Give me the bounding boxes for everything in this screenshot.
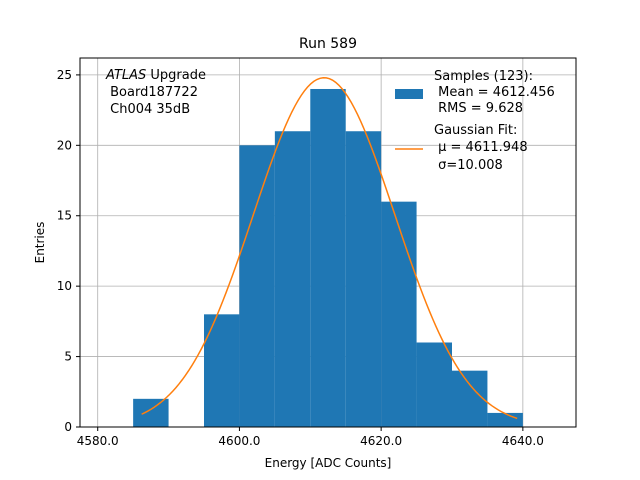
y-axis-label: Entries (33, 222, 47, 264)
x-tick-label: 4640.0 (502, 434, 544, 448)
annotation-line-2: Board187722 (106, 85, 198, 100)
histogram-bar (345, 131, 382, 428)
histogram-bars (133, 88, 523, 428)
histogram-bar (274, 131, 311, 428)
gaussian-fit-curve (141, 76, 518, 420)
y-tick-label: 10 (57, 279, 72, 293)
histogram-bar (381, 201, 417, 427)
legend-samples-line-1: Samples (123): (434, 69, 533, 84)
histogram-bar (310, 88, 346, 427)
legend: Samples (123): Mean = 4612.456 RMS = 9.6… (395, 69, 555, 173)
y-tick-label: 15 (57, 209, 72, 223)
histogram-bar (133, 398, 169, 427)
legend-fit-line-1: Gaussian Fit: (434, 123, 517, 138)
legend-fit-line-2: μ = 4611.948 (434, 140, 528, 155)
legend-fit-line-3: σ=10.008 (434, 158, 503, 173)
axis-ticks: 4580.0 4600.0 4620.0 4640.0 0 5 10 15 20 25 (57, 68, 544, 448)
plot-frame (79, 57, 577, 428)
histogram-bar (239, 145, 275, 427)
gaussian-fit (141, 76, 518, 420)
histogram-bar (416, 342, 452, 427)
x-tick-label: 4580.0 (77, 434, 119, 448)
annotation-box: ATLAS Upgrade Board187722 Ch004 35dB (105, 68, 206, 117)
y-tick-label: 20 (57, 138, 72, 152)
legend-samples-swatch (395, 89, 423, 99)
annotation-line-3: Ch004 35dB (106, 102, 190, 117)
y-tick-label: 25 (57, 68, 72, 82)
x-tick-label: 4600.0 (218, 434, 260, 448)
histogram-bar (487, 412, 523, 427)
legend-samples-line-3: RMS = 9.628 (434, 101, 523, 116)
annotation-line-1: ATLAS Upgrade (105, 68, 206, 83)
x-axis-label: Energy [ADC Counts] (265, 456, 392, 470)
legend-samples-line-2: Mean = 4612.456 (434, 85, 555, 100)
y-tick-label: 0 (64, 420, 72, 434)
chart-title: Run 589 (299, 36, 357, 52)
x-tick-label: 4620.0 (360, 434, 402, 448)
y-tick-label: 5 (64, 350, 72, 364)
annotation-atlas: ATLAS (105, 68, 146, 83)
annotation-upgrade: Upgrade (146, 68, 206, 83)
histogram-bar (452, 370, 488, 427)
